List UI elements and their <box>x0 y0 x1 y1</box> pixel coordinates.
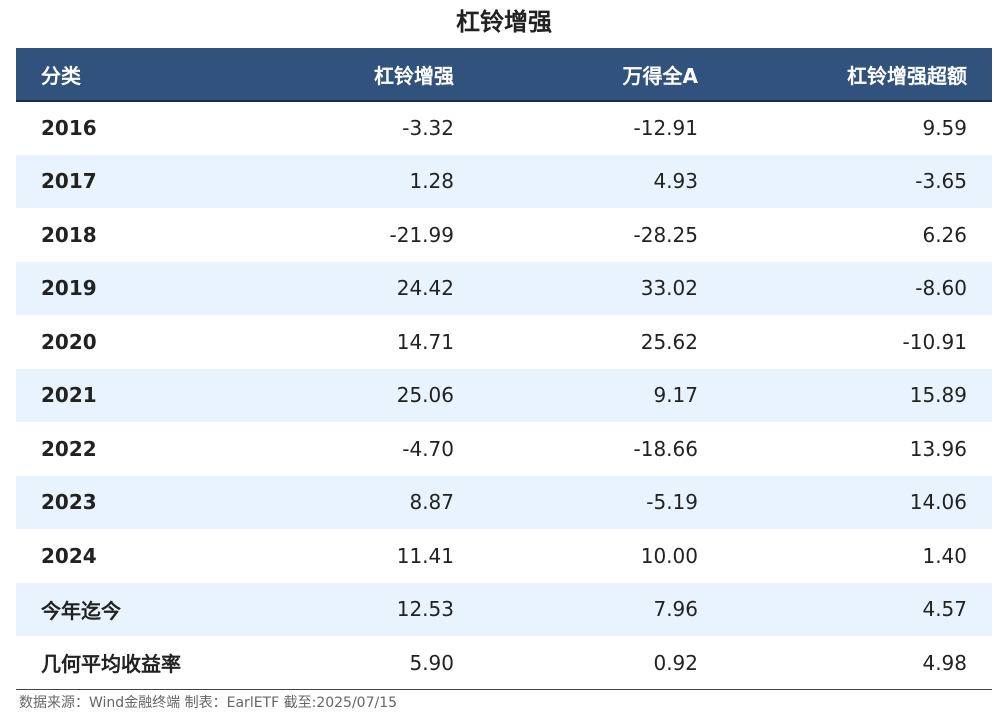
excess-return-cell: -8.60 <box>915 276 967 301</box>
barbell-enhanced-cell: -3.32 <box>402 116 454 141</box>
barbell-enhanced-cell: -4.70 <box>402 436 454 461</box>
header-barbell-enhanced: 杠铃增强 <box>374 63 454 88</box>
wind-all-a-cell: 9.17 <box>653 383 698 408</box>
row-category-cell: 2022 <box>41 436 97 461</box>
table-row: 2023 8.87 -5.19 14.06 <box>16 475 992 529</box>
table-row: 2020 14.71 25.62 -10.91 <box>16 315 992 369</box>
wind-all-a-cell: 33.02 <box>640 276 698 301</box>
wind-all-a-cell: 10.00 <box>640 543 698 568</box>
row-category-cell: 2019 <box>41 276 97 301</box>
table-row: 2019 24.42 33.02 -8.60 <box>16 261 992 315</box>
performance-table: 分类 杠铃增强 万得全A 杠铃增强超额 2016 -3.32 -12.91 9.59 2… <box>16 48 992 690</box>
table-row: 2016 -3.32 -12.91 9.59 <box>16 101 992 155</box>
excess-return-cell: 6.26 <box>922 222 967 247</box>
row-category-cell: 今年迄今 <box>41 598 121 623</box>
wind-all-a-cell: -12.91 <box>633 116 698 141</box>
row-category-cell: 2024 <box>41 543 97 568</box>
header-wind-all-a: 万得全A <box>622 63 698 88</box>
excess-return-cell: 4.98 <box>922 650 967 675</box>
excess-return-cell: 15.89 <box>909 383 967 408</box>
table-row: 2024 11.41 10.00 1.40 <box>16 529 992 583</box>
wind-all-a-cell: 4.93 <box>653 169 698 194</box>
table-row: 2018 -21.99 -28.25 6.26 <box>16 208 992 262</box>
wind-all-a-cell: 7.96 <box>653 597 698 622</box>
header-category: 分类 <box>41 63 81 88</box>
wind-all-a-cell: -5.19 <box>646 490 698 515</box>
excess-return-cell: 9.59 <box>922 116 967 141</box>
barbell-enhanced-cell: 14.71 <box>396 329 454 354</box>
row-category-cell: 2017 <box>41 169 97 194</box>
wind-all-a-cell: -28.25 <box>633 222 698 247</box>
excess-return-cell: 14.06 <box>909 490 967 515</box>
row-category-cell: 几何平均收益率 <box>41 652 181 676</box>
barbell-enhanced-cell: 12.53 <box>396 597 454 622</box>
row-category-cell: 2023 <box>41 490 97 515</box>
header-excess-return: 杠铃增强超额 <box>847 63 967 88</box>
wind-all-a-cell: 0.92 <box>653 650 698 675</box>
barbell-enhanced-cell: 25.06 <box>396 383 454 408</box>
row-category-cell: 2016 <box>41 116 97 141</box>
excess-return-cell: 13.96 <box>909 436 967 461</box>
row-category-cell: 2020 <box>41 329 97 354</box>
table-row: 2017 1.28 4.93 -3.65 <box>16 154 992 208</box>
row-category-cell: 2021 <box>41 383 97 408</box>
barbell-enhanced-cell: -21.99 <box>389 222 454 247</box>
barbell-enhanced-cell: 24.42 <box>396 276 454 301</box>
excess-return-cell: 4.57 <box>922 597 967 622</box>
wind-all-a-cell: 25.62 <box>640 329 698 354</box>
excess-return-cell: -10.91 <box>902 329 967 354</box>
excess-return-cell: -3.65 <box>915 169 967 194</box>
barbell-enhanced-cell: 1.28 <box>409 169 454 194</box>
barbell-enhanced-cell: 5.90 <box>409 650 454 675</box>
table-header-row: 分类 杠铃增强 万得全A 杠铃增强超额 <box>16 48 992 101</box>
chart-title: 杠铃增强 <box>456 8 552 36</box>
table-row: 2021 25.06 9.17 15.89 <box>16 368 992 422</box>
wind-all-a-cell: -18.66 <box>633 436 698 461</box>
source-note: 数据来源：Wind金融终端 制表：EarlETF 截至:2025/07/15 <box>19 695 398 711</box>
table-row: 今年迄今 12.53 7.96 4.57 <box>16 582 992 636</box>
table-row: 几何平均收益率 5.90 0.92 4.98 <box>16 636 992 690</box>
barbell-enhanced-cell: 8.87 <box>409 490 454 515</box>
row-category-cell: 2018 <box>41 222 97 247</box>
barbell-enhanced-cell: 11.41 <box>396 543 454 568</box>
excess-return-cell: 1.40 <box>922 543 967 568</box>
table-row: 2022 -4.70 -18.66 13.96 <box>16 422 992 476</box>
